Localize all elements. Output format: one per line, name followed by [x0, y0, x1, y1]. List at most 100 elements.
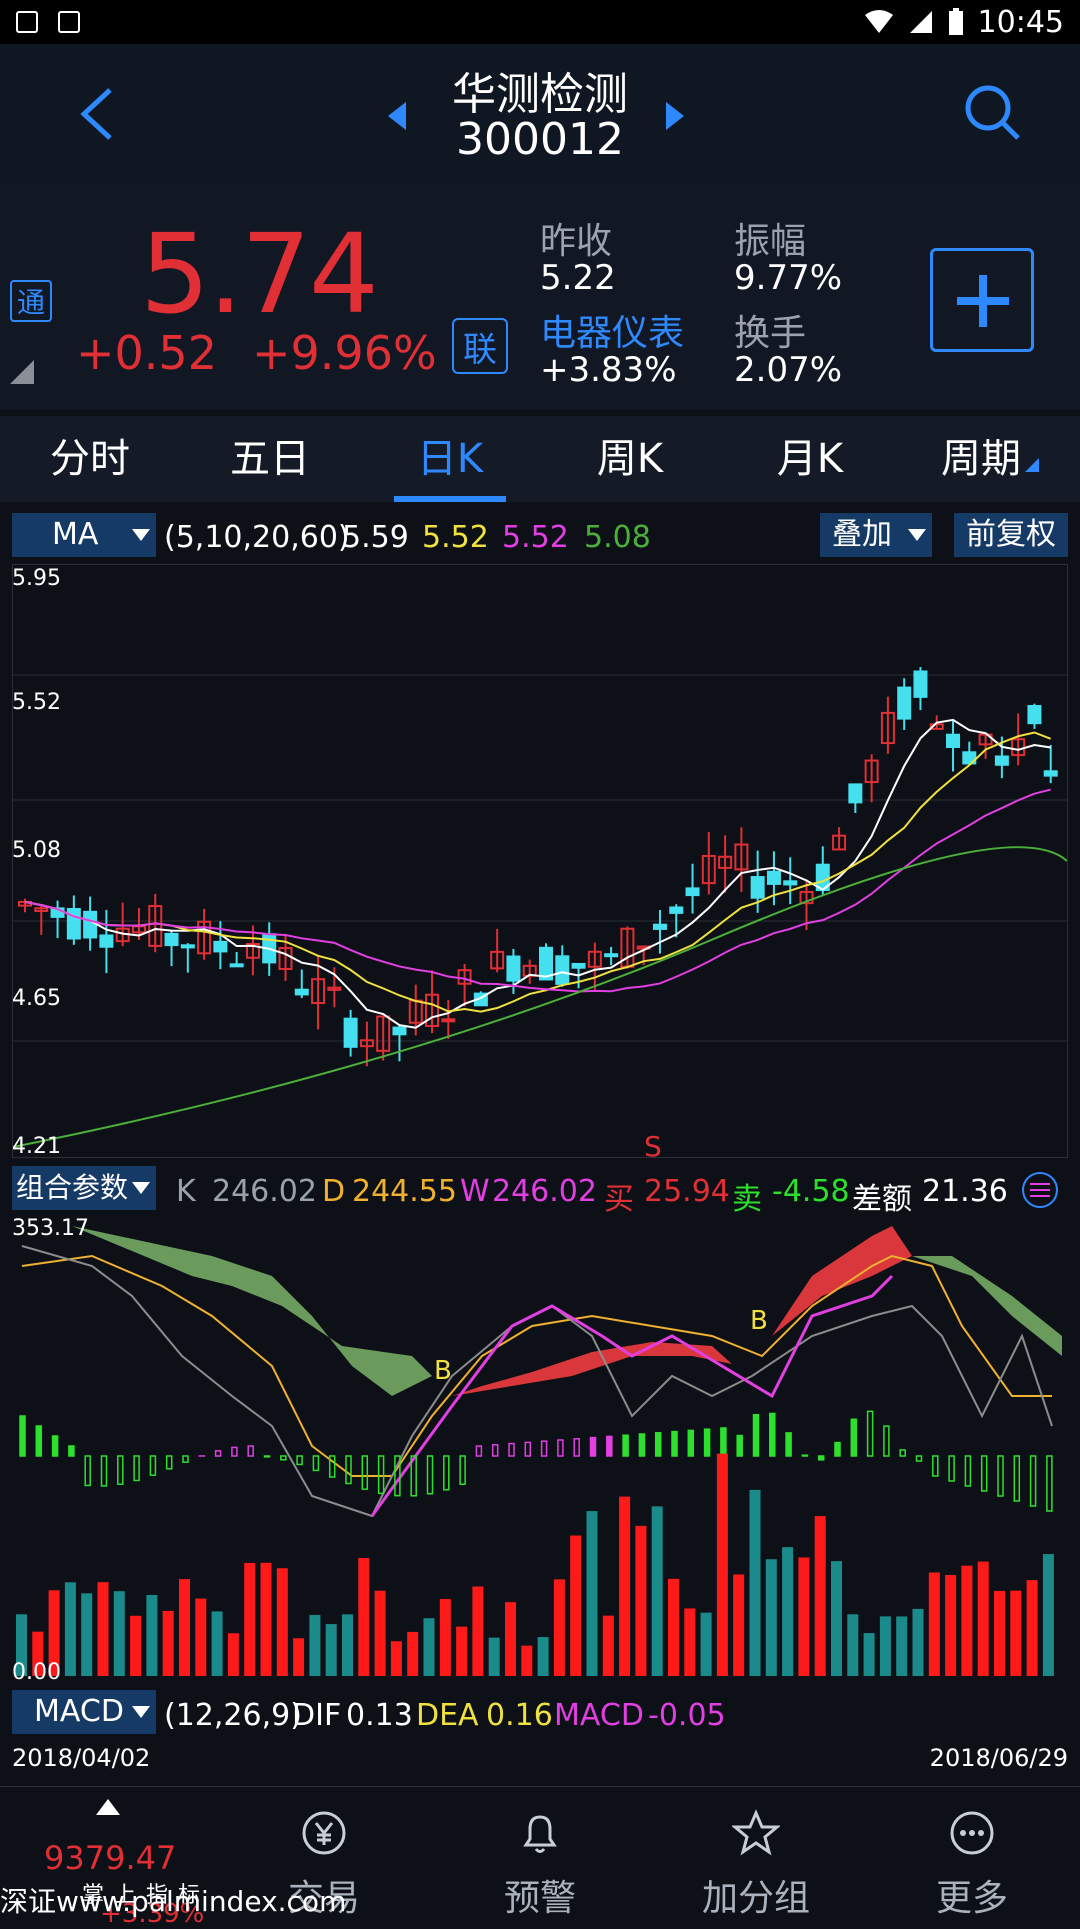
connect-badge[interactable]: 通 — [10, 280, 52, 322]
indicator-settings-icon[interactable] — [1018, 1170, 1062, 1210]
overlay-selector[interactable]: 叠加 — [820, 513, 932, 557]
period-tabs: 分时 五日 日K 周K 月K 周期 — [0, 416, 1080, 502]
candle-body — [914, 671, 926, 696]
oscillator-bar — [900, 1450, 905, 1456]
link-badge[interactable]: 联 — [452, 318, 508, 374]
diff-label: 差额 — [852, 1174, 912, 1218]
buy-signal-mark: B — [750, 1306, 768, 1336]
volume-bar — [342, 1614, 353, 1676]
candle-body — [996, 756, 1008, 764]
ma-selector[interactable]: MA — [12, 513, 156, 557]
volume-bar — [798, 1557, 809, 1676]
volume-bar — [782, 1547, 793, 1676]
candle-body — [393, 1028, 405, 1035]
oscillator-bar — [20, 1416, 25, 1456]
volume-bar — [961, 1566, 972, 1676]
tab-label: 分时 — [50, 436, 130, 482]
index-value: 9379.47 — [44, 1839, 176, 1877]
combo-indicator-bar: 组合参数 K 246.02 D 244.55 W 246.02 买 25.94 … — [0, 1166, 1080, 1212]
nav-add-group[interactable]: 加分组 — [648, 1787, 864, 1921]
dea-value: 0.16 — [486, 1698, 553, 1733]
adjust-button[interactable]: 前复权 — [954, 513, 1068, 557]
candlestick-svg — [13, 565, 1067, 1157]
volume-bar — [309, 1615, 320, 1676]
tab-intraday[interactable]: 分时 — [0, 416, 180, 502]
turnover-label: 换手 — [734, 304, 806, 356]
amplitude-value: 9.77% — [734, 258, 842, 298]
tab-period[interactable]: 周期 — [900, 416, 1080, 502]
combo-selector[interactable]: 组合参数 — [12, 1166, 156, 1210]
volume-bar — [668, 1579, 679, 1676]
oscillator-bar — [574, 1439, 579, 1456]
date-end: 2018/06/29 — [930, 1744, 1068, 1772]
oscillator-bar — [428, 1456, 433, 1494]
volume-bar — [684, 1608, 695, 1676]
stock-code: 300012 — [0, 114, 1080, 165]
volume-bar — [424, 1618, 435, 1676]
volume-bar — [717, 1454, 728, 1676]
volume-bar — [212, 1611, 223, 1676]
nav-more[interactable]: 更多 — [864, 1787, 1080, 1921]
sector-link[interactable]: 电器仪表 — [540, 304, 684, 356]
oscillator-bar — [770, 1413, 775, 1456]
candle-body — [573, 964, 585, 968]
oscillator-bar — [411, 1456, 416, 1496]
volume-bar — [750, 1490, 761, 1676]
volume-bar — [913, 1609, 924, 1676]
add-watchlist-button[interactable] — [930, 248, 1034, 352]
oscillator-bar — [379, 1456, 384, 1493]
volume-bar — [472, 1587, 483, 1676]
volume-bar — [815, 1516, 826, 1676]
search-icon[interactable] — [960, 80, 1024, 144]
nav-alert[interactable]: 预警 — [432, 1787, 648, 1921]
tab-monthly-k[interactable]: 月K — [720, 416, 900, 502]
status-time: 10:45 — [978, 5, 1064, 40]
oscillator-bar — [1047, 1456, 1052, 1511]
next-stock-icon[interactable] — [666, 102, 684, 130]
volume-bar — [766, 1559, 777, 1676]
macd-value: -0.05 — [648, 1698, 726, 1733]
oscillator-bar — [1014, 1456, 1019, 1501]
price-axis-label: 5.08 — [12, 838, 61, 863]
tab-label: 五日 — [230, 436, 310, 482]
w-label: W — [460, 1174, 490, 1209]
volume-bar — [65, 1582, 76, 1676]
volume-bar — [98, 1582, 109, 1676]
candle-body — [654, 925, 666, 929]
oscillator-bar — [330, 1456, 335, 1477]
candle-body — [296, 990, 308, 995]
candle-body — [768, 872, 780, 884]
macd-selector-label: MACD — [34, 1694, 124, 1729]
oscillator-bar — [216, 1451, 221, 1456]
macd-selector[interactable]: MACD — [12, 1690, 156, 1734]
volume-bar — [603, 1616, 614, 1676]
candlestick-chart[interactable] — [12, 564, 1068, 1158]
chevron-down-icon — [132, 1182, 150, 1194]
d-line — [22, 1256, 1052, 1476]
volume-bar — [538, 1637, 549, 1676]
candle-body — [752, 877, 764, 898]
k-label: K — [176, 1174, 196, 1209]
sector-change: +3.83% — [540, 350, 677, 390]
volume-bar — [945, 1575, 956, 1676]
price-axis-label: 4.21 — [12, 1134, 61, 1159]
tab-daily-k[interactable]: 日K — [360, 416, 540, 502]
combo-indicator-chart[interactable] — [12, 1216, 1068, 1690]
volume-bar — [570, 1536, 581, 1676]
oscillator-bar — [232, 1447, 237, 1456]
volume-bar — [733, 1574, 744, 1676]
volume-bar — [293, 1638, 304, 1676]
oscillator-bar — [786, 1433, 791, 1456]
candle-body — [182, 945, 194, 947]
tab-five-day[interactable]: 五日 — [180, 416, 360, 502]
stock-name: 华测检测 — [0, 58, 1080, 122]
overlay-label: 叠加 — [832, 517, 892, 552]
volume-bar — [864, 1633, 875, 1676]
corner-marker-icon — [10, 360, 34, 384]
combo-selector-label: 组合参数 — [16, 1171, 128, 1204]
buy-value: 25.94 — [644, 1174, 730, 1209]
tab-weekly-k[interactable]: 周K — [540, 416, 720, 502]
oscillator-bar — [639, 1434, 644, 1456]
candle-body — [214, 942, 226, 952]
oscillator-bar — [134, 1456, 139, 1480]
